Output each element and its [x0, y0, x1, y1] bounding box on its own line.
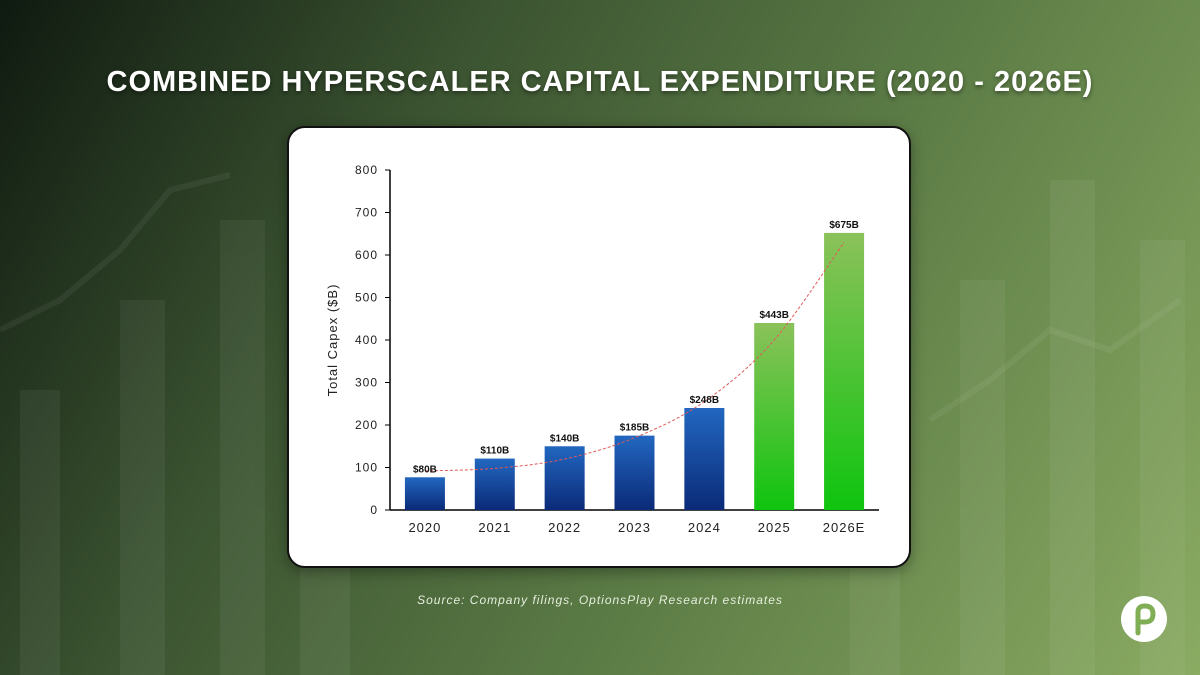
x-tick-label-2021: 2021 — [478, 520, 511, 535]
optionsplay-logo — [1121, 596, 1167, 642]
y-tick-label: 100 — [355, 461, 378, 475]
data-label-2020: $80B — [413, 464, 437, 475]
x-tick-label-2026E: 2026E — [823, 520, 866, 535]
y-axis-title: Total Capex ($B) — [325, 284, 340, 397]
data-label-2021: $110B — [480, 446, 509, 457]
y-tick-label: 500 — [355, 291, 378, 305]
capex-bar-chart: Total Capex ($B) 0 100 200 300 400 500 600 700 8… — [325, 163, 879, 535]
y-tick-label: 800 — [355, 163, 378, 177]
data-label-2023: $185B — [620, 423, 649, 434]
bar-2021 — [474, 458, 515, 510]
x-tick-label-2024: 2024 — [688, 520, 721, 535]
bar-2026E — [824, 232, 865, 510]
data-label-2022: $140B — [550, 433, 579, 444]
y-tick-label: 400 — [355, 333, 378, 347]
bar-2024 — [684, 408, 725, 510]
y-tick-label: 200 — [355, 418, 378, 432]
bar-2025 — [754, 323, 795, 510]
y-tick-label: 600 — [355, 248, 378, 262]
y-tick-label: 0 — [370, 503, 378, 517]
source-note: Source: Company filings, OptionsPlay Res… — [417, 593, 783, 607]
x-tick-label-2020: 2020 — [408, 520, 441, 535]
y-tick-label: 300 — [355, 376, 378, 390]
bar-2022 — [544, 446, 585, 510]
x-tick-label-2022: 2022 — [548, 520, 581, 535]
bar-2023 — [614, 435, 655, 510]
y-tick-label: 700 — [355, 206, 378, 220]
trend-line — [424, 241, 845, 472]
data-label-2025: $443B — [759, 310, 788, 321]
page-title: COMBINED HYPERSCALER CAPITAL EXPENDITURE… — [106, 66, 1094, 98]
data-label-2024: $248B — [690, 395, 719, 406]
data-label-2026E: $675B — [829, 220, 858, 231]
x-tick-label-2025: 2025 — [758, 520, 791, 535]
bar-2020 — [404, 477, 445, 510]
x-tick-label-2023: 2023 — [618, 520, 651, 535]
chart-card: Total Capex ($B) 0 100 200 300 400 500 600 700 8… — [287, 126, 911, 568]
logo-icon — [1123, 598, 1165, 640]
